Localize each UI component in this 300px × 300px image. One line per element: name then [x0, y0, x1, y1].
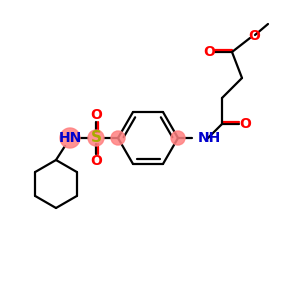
Text: O: O — [239, 117, 251, 131]
Text: HN: HN — [58, 131, 82, 145]
Text: NH: NH — [198, 131, 221, 145]
Circle shape — [111, 131, 125, 145]
Circle shape — [88, 130, 104, 146]
Text: O: O — [90, 154, 102, 168]
Circle shape — [171, 131, 185, 145]
Text: O: O — [248, 29, 260, 43]
Text: O: O — [90, 108, 102, 122]
Circle shape — [60, 128, 80, 148]
Text: S: S — [91, 130, 101, 146]
Text: O: O — [203, 45, 215, 59]
